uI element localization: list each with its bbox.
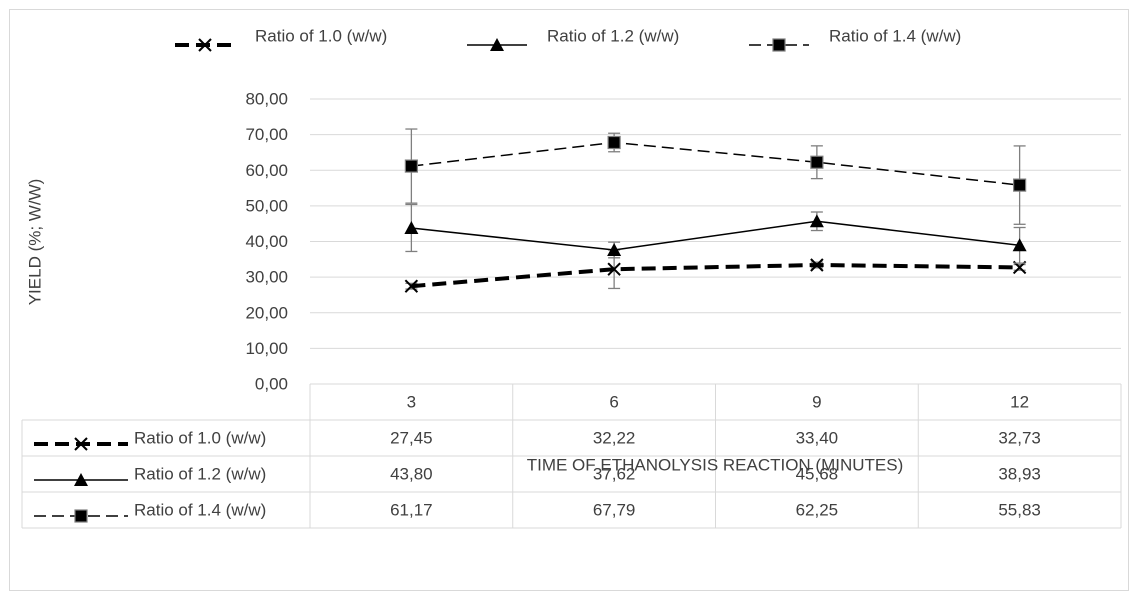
y-tick-label: 30,00 bbox=[245, 268, 288, 287]
legend-marker bbox=[198, 38, 212, 52]
data-label: 32,22 bbox=[593, 429, 636, 448]
data-label: 32,73 bbox=[998, 429, 1041, 448]
table-series-label: Ratio of 1.2 (w/w) bbox=[134, 465, 266, 484]
data-point-stroke bbox=[810, 258, 824, 272]
data-label: 33,40 bbox=[796, 429, 839, 448]
chart-frame bbox=[9, 9, 1129, 591]
table-series-label: Ratio of 1.0 (w/w) bbox=[134, 429, 266, 448]
y-tick-label: 0,00 bbox=[255, 375, 288, 394]
data-point bbox=[404, 220, 419, 234]
table-legend-marker-stroke bbox=[74, 437, 88, 451]
series-line bbox=[411, 263, 1020, 289]
table-legend-marker bbox=[74, 509, 88, 523]
data-label: 61,17 bbox=[390, 501, 433, 520]
data-label: 62,25 bbox=[796, 501, 839, 520]
y-tick-label: 80,00 bbox=[245, 90, 288, 109]
y-axis-title: YIELD (%; W/W) bbox=[26, 179, 45, 306]
data-point-stroke bbox=[607, 262, 621, 276]
data-point bbox=[607, 242, 622, 256]
legend-label: Ratio of 1.2 (w/w) bbox=[547, 27, 679, 46]
y-tick-label: 70,00 bbox=[245, 125, 288, 144]
data-label: 27,45 bbox=[390, 429, 433, 448]
data-label: 37,62 bbox=[593, 465, 636, 484]
x-axis-title: TIME OF ETHANOLYSIS REACTION (MINUTES) bbox=[527, 456, 904, 475]
y-tick-label: 40,00 bbox=[245, 232, 288, 251]
data-point bbox=[404, 159, 418, 173]
data-point bbox=[607, 135, 621, 150]
legend-label: Ratio of 1.0 (w/w) bbox=[255, 27, 387, 46]
data-label: 55,83 bbox=[998, 501, 1041, 520]
legend-marker bbox=[490, 38, 504, 51]
y-tick-label: 60,00 bbox=[245, 161, 288, 180]
legend-marker-stroke bbox=[198, 38, 212, 52]
y-tick-label: 10,00 bbox=[245, 339, 288, 358]
data-point bbox=[1013, 178, 1027, 192]
table-legend-marker bbox=[74, 473, 88, 486]
x-category-label: 9 bbox=[812, 393, 821, 412]
data-point bbox=[810, 258, 824, 272]
data-point bbox=[810, 155, 824, 169]
table-legend-marker bbox=[74, 437, 88, 451]
table-series-label: Ratio of 1.4 (w/w) bbox=[134, 501, 266, 520]
legend-marker bbox=[772, 38, 786, 52]
x-category-label: 6 bbox=[609, 393, 618, 412]
data-label: 43,80 bbox=[390, 465, 433, 484]
data-point bbox=[607, 262, 621, 276]
x-category-label: 3 bbox=[407, 393, 416, 412]
series-line bbox=[411, 220, 1020, 251]
data-label: 45,68 bbox=[796, 465, 839, 484]
data-point-stroke bbox=[404, 279, 419, 293]
series-line bbox=[411, 141, 1020, 186]
data-point bbox=[809, 214, 824, 228]
data-point bbox=[1012, 238, 1027, 252]
data-label: 67,79 bbox=[593, 501, 636, 520]
x-category-label: 12 bbox=[1010, 393, 1029, 412]
y-tick-label: 50,00 bbox=[245, 196, 288, 215]
y-tick-label: 20,00 bbox=[245, 303, 288, 322]
data-label: 38,93 bbox=[998, 465, 1041, 484]
legend-label: Ratio of 1.4 (w/w) bbox=[829, 27, 961, 46]
data-point bbox=[404, 279, 419, 293]
